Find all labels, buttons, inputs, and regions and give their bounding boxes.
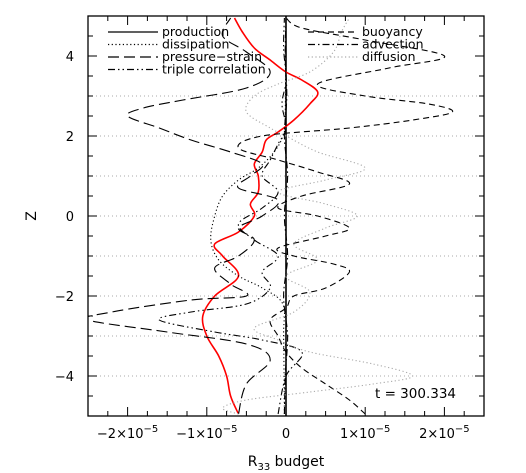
series-triple-correlation-line [158, 17, 303, 415]
x-tick-label: 0 [282, 427, 290, 442]
legend-label: production [162, 24, 229, 39]
y-tick-label: 2 [66, 130, 74, 145]
x-tick-label: −1×10−5 [176, 424, 237, 442]
legend-label: advection [362, 37, 424, 52]
series-diffusion-line [222, 17, 414, 415]
series-advection-line [283, 17, 289, 415]
y-axis-title: Z [24, 211, 40, 221]
legend-label: buoyancy [362, 24, 423, 39]
legend: productiondissipationpressure−straintrip… [108, 24, 424, 77]
legend-label: pressure−strain [162, 49, 262, 64]
series-buoyancy-line [237, 17, 454, 415]
time-annotation: t = 300.334 [375, 386, 456, 402]
x-axis-title: R33 budget [248, 454, 325, 473]
x-tick-label: 2×10−5 [419, 424, 469, 442]
axes [87, 15, 485, 417]
y-tick-label: −2 [55, 290, 74, 305]
legend-label: diffusion [362, 49, 416, 64]
y-tick-label: −4 [55, 370, 74, 385]
data-series [88, 16, 454, 416]
y-tick-label: 4 [66, 50, 74, 65]
series-pressure-strain-line [88, 17, 280, 415]
x-tick-label: 1×10−5 [340, 424, 390, 442]
y-tick-label: 0 [66, 210, 74, 225]
x-tick-label: −2×10−5 [97, 424, 158, 442]
legend-label: triple correlation [162, 62, 266, 77]
legend-label: dissipation [162, 37, 229, 52]
series-dissipation-line [210, 17, 287, 415]
series-production-line [201, 17, 319, 415]
